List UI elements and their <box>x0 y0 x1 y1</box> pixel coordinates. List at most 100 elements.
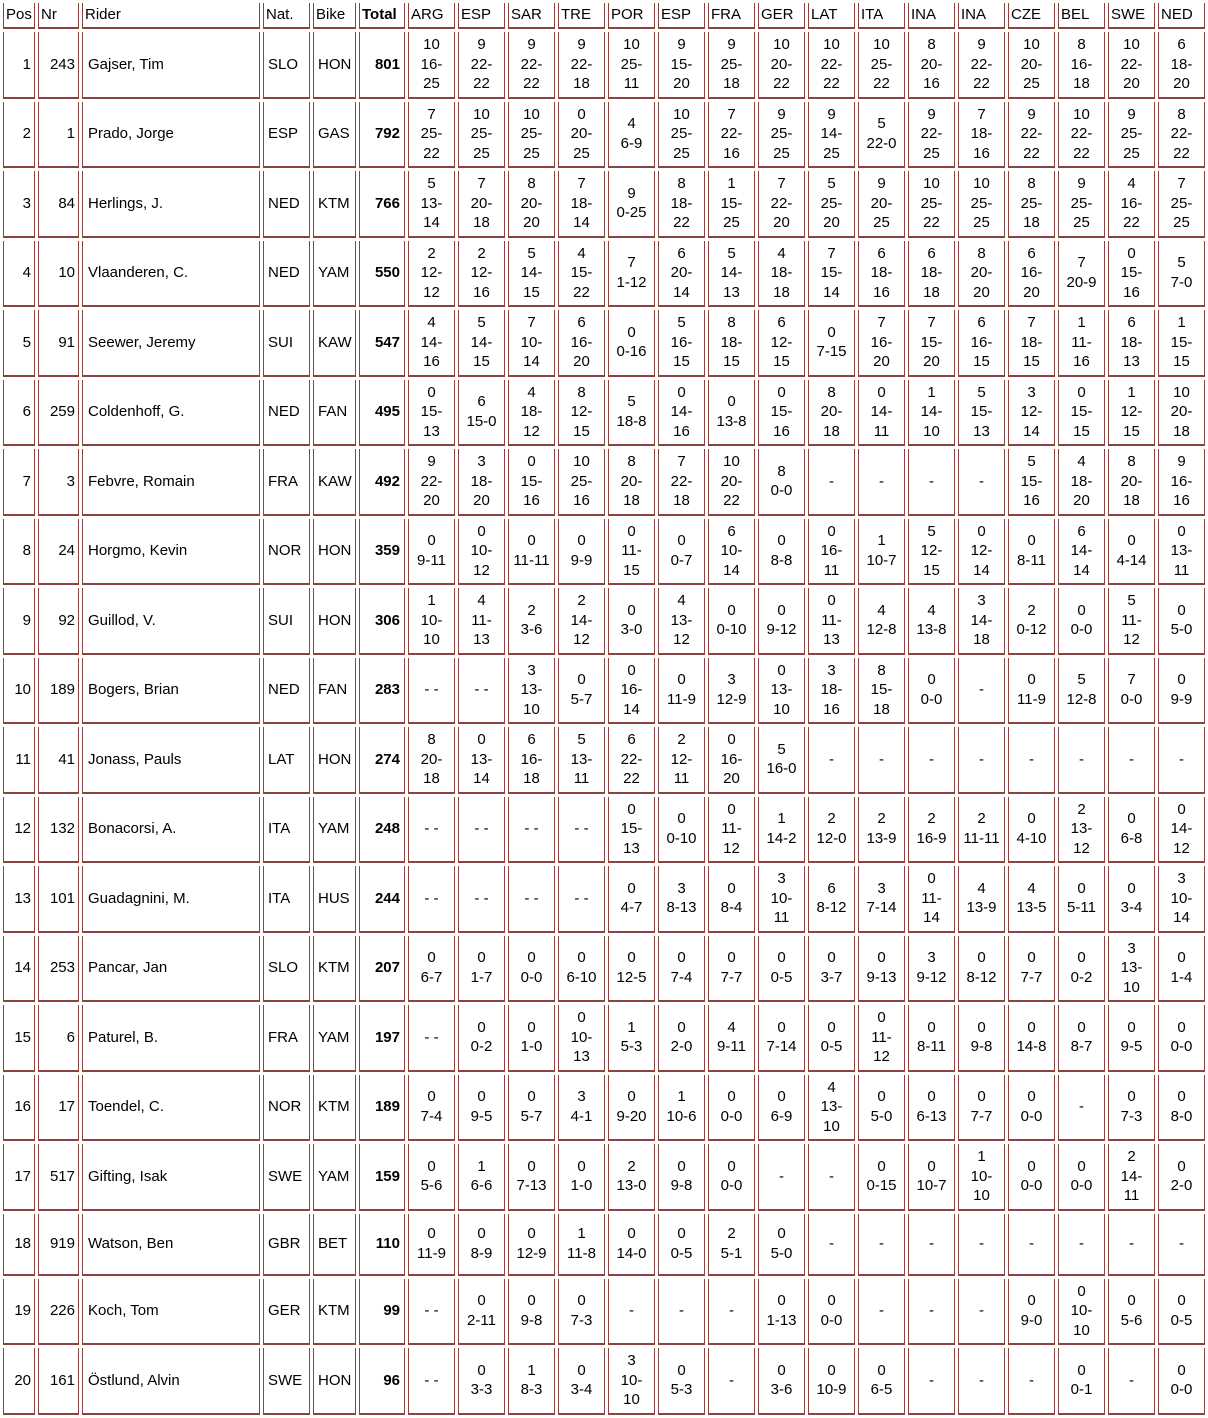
rider-number-cell: 6 <box>38 1005 79 1072</box>
race-points: - <box>879 472 884 490</box>
race-points: - <box>779 1167 784 1185</box>
event-points-cell: 0 0-2 <box>1058 935 1105 1002</box>
race-points: 0-10 <box>666 829 697 847</box>
race-points: 10-6 <box>666 1107 697 1125</box>
nationality-cell: SUI <box>263 588 310 655</box>
event-points-cell: 0 0-0 <box>508 935 555 1002</box>
qualifying-points: 0 <box>1027 949 1036 967</box>
event-points-cell: 0 2-0 <box>658 1005 705 1072</box>
race-points: 16-20 <box>570 333 593 371</box>
qualifying-points: 8 <box>827 383 836 401</box>
race-points: - <box>1079 750 1084 768</box>
race-points: - <box>1129 1371 1134 1389</box>
qualifying-points: 0 <box>877 383 886 401</box>
qualifying-points: 2 <box>877 810 886 828</box>
race-points: - <box>929 1371 934 1389</box>
race-points: 25-25 <box>770 125 793 162</box>
event-points-cell: 0 0-0 <box>1058 1144 1105 1211</box>
qualifying-points: 0 <box>527 532 536 550</box>
event-points-cell: 10 25-22 <box>858 32 905 99</box>
race-points: 15-15 <box>1070 403 1093 440</box>
event-points-cell: 0 12-14 <box>958 518 1005 585</box>
race-points: 20-22 <box>770 55 793 93</box>
race-points: 22-22 <box>1070 125 1093 162</box>
qualifying-points: 0 <box>627 879 636 897</box>
race-points: 7-4 <box>420 1107 443 1125</box>
race-points: 20-18 <box>1170 403 1193 440</box>
qualifying-points: 9 <box>927 105 936 123</box>
total-points-cell: 96 <box>359 1348 405 1415</box>
event-points-cell: 0 9-9 <box>1158 657 1205 724</box>
race-points: 0-0 <box>820 1311 843 1329</box>
nationality-cell: NOR <box>263 518 310 585</box>
event-points-cell: 9 22-22 <box>458 32 505 99</box>
qualifying-points: 0 <box>677 1157 686 1175</box>
race-points: 22-22 <box>1170 125 1193 162</box>
race-points: 15-16 <box>1120 264 1143 301</box>
race-points: - - <box>574 820 589 837</box>
race-points: 14-12 <box>1170 820 1193 857</box>
qualifying-points: 10 <box>473 105 490 123</box>
qualifying-points: 9 <box>677 36 686 53</box>
race-points: 15-20 <box>670 55 693 93</box>
event-points-cell: 9 25-18 <box>708 32 755 99</box>
qualifying-points: 4 <box>977 879 986 897</box>
qualifying-points: 2 <box>427 244 436 262</box>
race-points: 11-12 <box>871 1028 892 1066</box>
race-points: 25-18 <box>1020 194 1043 232</box>
event-points-cell: 0 3-4 <box>558 1348 605 1415</box>
event-points-cell: 0 4-14 <box>1108 518 1155 585</box>
qualifying-points: 0 <box>827 522 836 540</box>
race-points: 0-0 <box>520 968 543 986</box>
event-points-cell: 6 18-20 <box>1158 32 1205 99</box>
event-points-cell: 0 7-4 <box>408 1074 455 1141</box>
race-points: - - <box>574 889 589 907</box>
rider-name-cell: Paturel, B. <box>82 1005 260 1072</box>
event-points-cell: 8 20-18 <box>808 379 855 446</box>
event-points-cell: - - <box>408 1278 455 1345</box>
event-points-cell: 4 9-11 <box>708 1005 755 1072</box>
event-points-cell: 9 22-22 <box>508 32 555 99</box>
event-points-cell: 5 11-12 <box>1108 588 1155 655</box>
qualifying-points: 1 <box>927 383 936 401</box>
race-points: 6-10 <box>566 968 597 986</box>
race-points: - <box>1079 1098 1084 1115</box>
column-header-swe: SWE <box>1108 3 1155 29</box>
event-points-cell: 4 13-8 <box>908 588 955 655</box>
race-points: 9-11 <box>717 1038 746 1056</box>
race-points: 2-0 <box>1170 1177 1193 1195</box>
race-points: 20-18 <box>620 472 643 510</box>
event-points-cell: 2 11-11 <box>958 796 1005 863</box>
event-points-cell: 0 7-3 <box>558 1278 605 1345</box>
race-points: 7-7 <box>1020 968 1043 986</box>
qualifying-points: 7 <box>877 314 886 331</box>
race-points: 22-22 <box>470 55 493 93</box>
race-points: 11-16 <box>1071 333 1092 371</box>
event-points-cell: 0 8-7 <box>1058 1005 1105 1072</box>
event-points-cell: 10 20-25 <box>1008 32 1055 99</box>
event-points-cell: 0 0-5 <box>758 935 805 1002</box>
event-points-cell: 7 1-12 <box>608 240 655 307</box>
race-points: 0-5 <box>820 1038 843 1056</box>
nationality-cell: NED <box>263 379 310 446</box>
race-points: 22-16 <box>720 125 743 162</box>
bike-brand-cell: KAW <box>313 449 356 516</box>
race-points: 13-0 <box>616 1177 647 1195</box>
pos-cell: 9 <box>3 588 35 655</box>
qualifying-points: 10 <box>1173 383 1190 401</box>
event-points-cell: 1 10-7 <box>858 518 905 585</box>
qualifying-points: 0 <box>1177 1292 1186 1310</box>
event-points-cell: 0 3-0 <box>608 588 655 655</box>
race-points: 22-20 <box>1120 55 1143 93</box>
event-points-cell: 0 0-0 <box>908 657 955 724</box>
qualifying-points: 8 <box>777 462 786 480</box>
rider-name-cell: Jonass, Pauls <box>82 727 260 794</box>
race-points: 12-16 <box>470 264 493 301</box>
race-points: 12-14 <box>1020 403 1043 440</box>
race-points: - - <box>424 1371 439 1389</box>
qualifying-points: 4 <box>1077 453 1086 470</box>
race-points: 14-0 <box>616 1244 647 1262</box>
qualifying-points: 0 <box>1077 1018 1086 1036</box>
race-points: 22-22 <box>970 55 993 93</box>
race-points: 6-7 <box>420 968 443 986</box>
